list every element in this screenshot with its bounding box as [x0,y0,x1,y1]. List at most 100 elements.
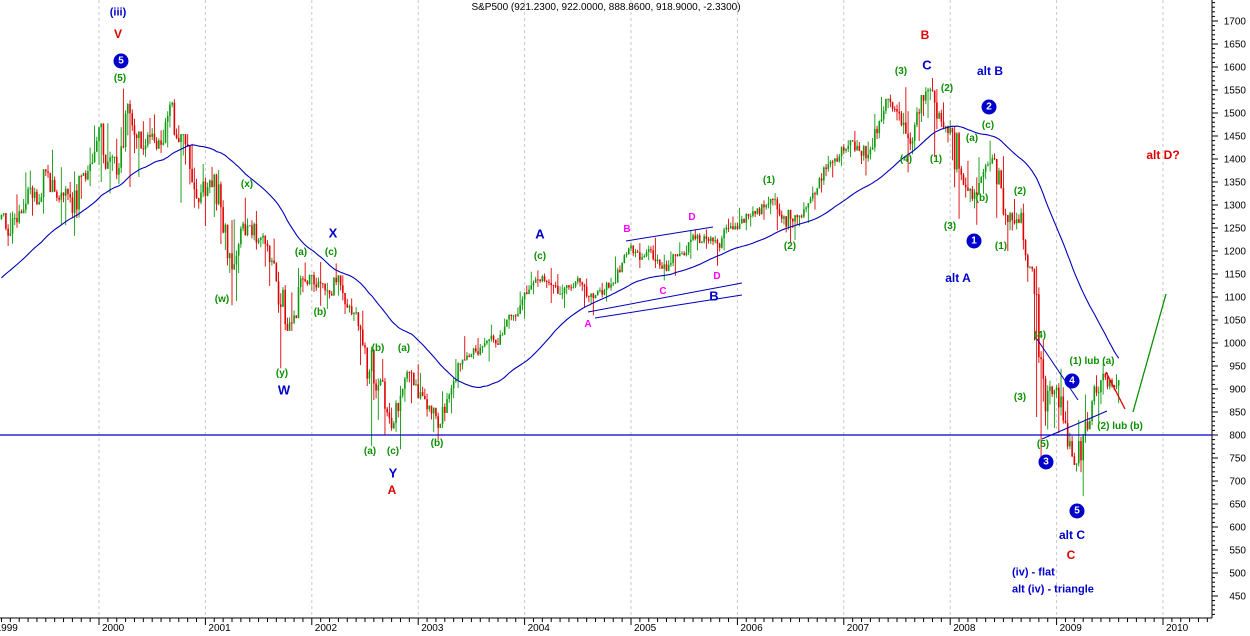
candle-body [911,140,914,144]
candle-body [552,285,555,287]
candle-body [169,104,171,116]
candle-body [279,304,282,307]
candle-body [463,359,466,361]
candle-body [789,209,792,219]
candle-body [539,279,541,282]
candle-body [13,217,16,219]
candle-body [477,351,479,355]
chart-title: S&P500 (921.2300, 922.0000, 888.8600, 91… [471,2,741,13]
y-axis-label: 1600 [1224,63,1247,74]
candle-body [526,292,528,295]
candle-body [929,89,932,91]
candle-body [554,285,557,287]
candle-body [237,244,240,256]
candle-body [375,383,377,391]
candle-body [242,223,244,229]
candle-body [964,184,967,188]
candle-body [993,158,996,160]
candle-body [488,339,490,341]
candle-body [228,253,231,259]
candle-body [690,239,692,243]
candle-body [652,250,654,260]
y-axis-label: 1550 [1224,86,1247,97]
y-axis: 450 500 550 600 650 700 750 800 850 900 950 1000 105… [1211,0,1247,618]
candle-body [685,252,688,256]
candle-body [67,188,69,195]
candle-body [297,287,300,319]
candle-body [64,188,67,196]
candle-body [747,214,750,217]
candle-body [823,167,825,181]
candle-body [84,173,87,180]
candle-body [113,156,116,158]
candle-body [860,150,863,156]
candle-body [703,236,705,242]
candle-body [5,213,7,229]
candle-body [521,299,524,306]
candle-body [714,240,717,242]
candle-body [333,277,335,296]
candle-body [432,407,435,414]
y-axis-label: 1650 [1224,40,1247,51]
candle-body [570,287,572,289]
candle-body [262,235,264,238]
candle-body [275,263,278,282]
candle-body [998,170,1000,185]
x-axis-label: 2005 [634,623,657,634]
candle-body [736,226,739,229]
candle-body [220,184,222,208]
candle-body [1007,215,1009,222]
candle-body [902,122,905,126]
candle-body [942,121,945,128]
candle-body [304,279,306,282]
candle-body [140,131,142,149]
candle-body [73,190,76,213]
candle-body [1038,294,1040,358]
candle-body [809,198,812,204]
x-axis-label: 2008 [953,623,976,634]
candle-body [827,164,830,170]
rising-channel-lower [594,294,743,319]
candle-body [118,167,120,175]
candle-body [1024,240,1027,256]
candle-body [206,187,209,196]
candle-body [142,148,145,150]
candle-body [732,226,734,230]
candle-body [357,312,360,327]
candle-body [905,122,907,134]
candle-body [339,275,342,286]
candle-body [1100,380,1102,393]
candle-body [763,204,765,208]
candle-body [368,371,371,379]
candle-body [326,290,329,292]
candle-body [308,275,311,285]
candle-body [1011,213,1014,221]
candle-body [184,134,187,145]
y-axis-label: 950 [1229,362,1246,373]
candle-body [131,113,134,126]
candle-body [792,218,794,222]
y-axis-label: 650 [1229,500,1246,511]
candle-body [696,235,699,239]
candle-body [133,125,136,136]
candle-body [545,281,548,283]
candle-body [543,276,546,282]
candle-body [291,322,293,324]
candle-body [816,188,818,195]
candle-body [162,142,165,145]
candle-body [503,326,506,335]
candle-body [960,168,963,175]
wave4-triangle-lower [1041,410,1108,440]
candle-body [725,227,728,230]
candle-body [1086,421,1089,430]
candle-body [838,156,841,162]
candle-body [412,372,415,386]
candle-body [510,314,513,317]
y-axis-label: 1400 [1224,155,1247,166]
candle-body [814,193,816,195]
candle-body [634,251,637,254]
candle-body [1015,219,1018,224]
candle-body [1115,385,1118,387]
candle-body [1009,213,1011,222]
